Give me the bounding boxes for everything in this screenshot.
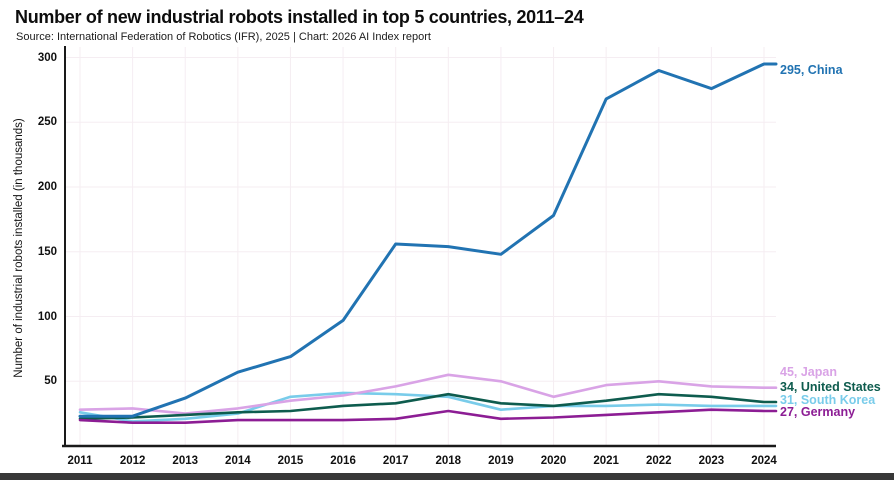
x-tick-label-2018: 2018 [435, 455, 462, 467]
series-line-united-states [78, 392, 778, 421]
x-tick-label-2013: 2013 [172, 455, 199, 467]
x-tick-label-2011: 2011 [67, 455, 93, 467]
series-line-germany [78, 408, 778, 425]
x-tick-label-2016: 2016 [330, 455, 356, 467]
x-tick-label-2024: 2024 [751, 455, 777, 467]
y-tick-label-250: 250 [37, 116, 57, 129]
x-tick-label-2012: 2012 [119, 455, 146, 467]
y-tick-label-300: 300 [37, 51, 57, 64]
chart-source: Source: International Federation of Robo… [16, 31, 431, 43]
series-end-label-japan: 45, Japan [780, 365, 837, 379]
y-tick-label-150: 150 [37, 245, 57, 258]
series-end-label-germany: 27, Germany [780, 405, 856, 419]
x-tick-label-2017: 2017 [382, 455, 409, 467]
series-line-south-korea [78, 391, 778, 423]
x-tick-label-2023: 2023 [698, 455, 725, 467]
series-end-label-united-states: 34, United States [780, 380, 881, 394]
series-line-japan [78, 373, 778, 415]
chart-title: Number of new industrial robots installe… [15, 7, 584, 27]
y-tick-label-200: 200 [37, 181, 57, 193]
x-tick-label-2021: 2021 [593, 455, 619, 467]
bottom-divider-bar [0, 473, 894, 480]
x-tick-label-2019: 2019 [488, 455, 514, 467]
x-tick-label-2022: 2022 [645, 455, 672, 467]
series-line-china [78, 62, 778, 418]
x-tick-label-2015: 2015 [277, 455, 304, 467]
y-tick-label-100: 100 [37, 310, 57, 323]
series-end-label-south-korea: 31, South Korea [780, 393, 876, 407]
y-tick-label-50: 50 [44, 375, 57, 388]
x-tick-label-2020: 2020 [540, 455, 567, 467]
x-tick-label-2014: 2014 [225, 455, 251, 467]
series-end-label-china: 295, China [780, 63, 843, 77]
